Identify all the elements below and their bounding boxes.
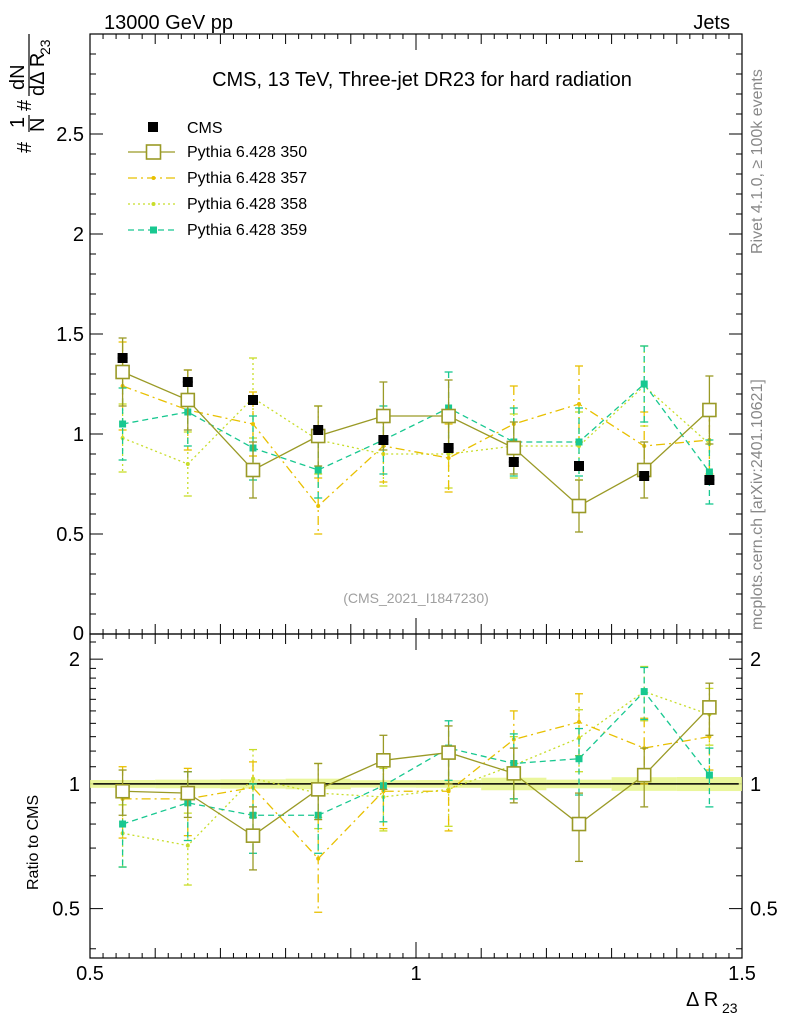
mcplots-label: mcplots.cern.ch [arXiv:2401.10621]: [749, 379, 766, 630]
ratio-series-2-marker: [185, 843, 190, 848]
series-1-marker: [446, 456, 451, 460]
ratio-y-tick-label-right: 2: [750, 649, 761, 671]
legend-marker-2: [151, 202, 156, 206]
main-panel: 0.5 1 1.5 2 2.5 0: [56, 33, 743, 645]
series-2-marker: [185, 462, 190, 466]
ratio-series-0-marker: [180, 785, 196, 801]
legend-label-0: Pythia 6.428 350: [187, 144, 307, 161]
ratio-series-1-marker: [446, 789, 451, 794]
y-label-one: 1: [7, 117, 29, 128]
ratio-series-0-marker: [636, 767, 652, 783]
legend-marker-3: [150, 226, 157, 234]
series-3-marker: [640, 380, 648, 388]
ratio-y-tick-label-right: 1: [750, 774, 761, 796]
x-tick-label: 1: [410, 963, 421, 985]
series-3-marker: [314, 466, 322, 474]
series-0-marker: [245, 462, 261, 478]
legend-label-1: Pythia 6.428 357: [187, 170, 307, 187]
y-label-hash2: #: [14, 99, 36, 111]
series-3-marker: [705, 468, 713, 476]
ratio-series-0-marker: [441, 745, 456, 760]
series-0-line: [122, 371, 710, 507]
y-tick-label: 1.5: [56, 324, 84, 346]
y-axis-label: # 1 N # dN dΔ R 23: [7, 34, 53, 153]
ratio-y-tick-label: 2: [69, 649, 80, 671]
legend-marker-cms: [148, 122, 158, 132]
ratio-y-tick-label-right: 0.5: [750, 899, 778, 921]
series-0-marker: [506, 440, 522, 456]
legend-label-cms: CMS: [187, 120, 223, 137]
series-0-marker: [441, 408, 456, 424]
ratio-series-0-marker: [115, 783, 130, 799]
series-3-line: [122, 383, 710, 473]
ratio-series-1-marker: [577, 720, 581, 725]
ratio-series-3-line: [122, 690, 710, 825]
y-label-dn: dN: [7, 64, 29, 90]
ratio-series-1-marker: [316, 856, 321, 861]
y-label-n: N: [27, 118, 49, 132]
y-tick-label-zero: 0: [73, 623, 84, 645]
y-label-sub: 23: [37, 39, 53, 55]
series-0-marker: [115, 364, 130, 380]
y-tick-label: 2.5: [56, 124, 84, 146]
ratio-series-0-line: [122, 706, 710, 837]
ratio-series-0-marker: [506, 766, 522, 781]
series-0-marker: [376, 408, 391, 424]
x-tick-label: 1.5: [728, 963, 756, 985]
legend-marker-1: [151, 176, 156, 180]
series-0-marker: [702, 402, 717, 418]
ratio-series-3-marker: [640, 688, 648, 696]
header-left: 13000 GeV pp: [104, 12, 233, 34]
y-label-hash1: #: [14, 141, 36, 153]
x-axis-label: Δ R 23: [686, 989, 738, 1016]
legend: CMS Pythia 6.428 350 Pythia 6.428 357 Pythi…: [128, 120, 307, 239]
ratio-panel: 0.5 1 1.5 0.5 0.5 1 1 2 2: [52, 633, 778, 985]
series-2-line: [122, 385, 710, 465]
y-tick-label: 1: [73, 424, 84, 446]
ratio-y-tick-label: 0.5: [52, 899, 80, 921]
legend-label-3: Pythia 6.428 359: [187, 222, 307, 239]
ratio-series-3-marker: [575, 755, 583, 763]
series-1-marker: [251, 422, 255, 426]
ratio-series-0-marker: [571, 816, 587, 832]
ratio-y-tick-label: 1: [69, 774, 80, 796]
series-1-line: [122, 385, 710, 507]
chart-title: CMS, 13 TeV, Three-jet DR23 for hard rad…: [212, 69, 632, 91]
ratio-series-3-marker: [119, 820, 127, 828]
ratio-series-2-marker: [251, 776, 255, 781]
x-label-main: Δ R: [686, 989, 718, 1011]
ratio-series-0-marker: [376, 753, 391, 768]
header-right: Jets: [693, 12, 730, 34]
watermark: (CMS_2021_I1847230): [343, 590, 489, 606]
rivet-label: Rivet 4.1.0, ≥ 100k events: [749, 69, 766, 254]
series-3-marker: [575, 438, 583, 446]
ratio-series-3-marker: [705, 771, 713, 779]
series-3-marker: [119, 420, 127, 428]
ratio-series-1-line: [122, 721, 710, 860]
x-label-sub: 23: [722, 1000, 738, 1016]
ratio-series-0-marker: [310, 782, 326, 797]
legend-label-2: Pythia 6.428 358: [187, 196, 307, 213]
y-tick-label: 0.5: [56, 524, 84, 546]
series-1-marker: [577, 402, 581, 406]
ratio-series-0-marker: [702, 700, 717, 715]
series-1-marker: [316, 504, 321, 508]
y-label-dd: dΔ R: [27, 53, 49, 96]
legend-marker-0: [145, 144, 162, 160]
y-tick-label: 2: [73, 224, 84, 246]
x-tick-label: 0.5: [76, 963, 104, 985]
ratio-y-label: Ratio to CMS: [25, 795, 42, 890]
series-0-marker: [180, 392, 196, 408]
ratio-series-0-marker: [245, 828, 261, 843]
series-0-marker: [571, 498, 587, 514]
